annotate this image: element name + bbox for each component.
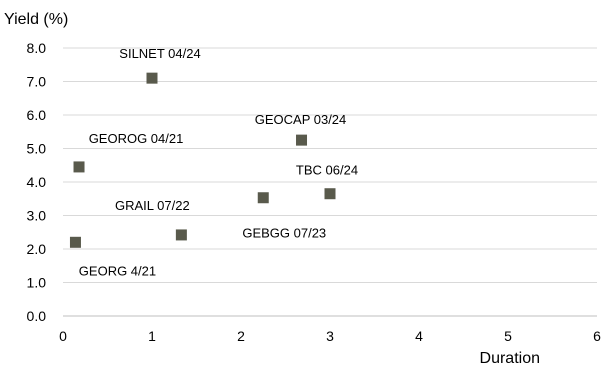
data-point-marker: [257, 192, 269, 204]
data-point-marker: [73, 161, 85, 173]
data-point-marker: [146, 72, 158, 84]
gridlines: [63, 47, 597, 317]
data-point-marker: [69, 236, 81, 248]
data-point-marker: [296, 134, 308, 146]
y-axis-title: Yield (%): [4, 11, 68, 28]
x-tick-label: 4: [415, 328, 423, 344]
x-tick-label: 6: [593, 328, 601, 344]
x-tick-label: 3: [326, 328, 334, 344]
y-tick-label: 5.0: [27, 141, 47, 157]
data-point-label: GEOCAP 03/24: [255, 112, 347, 127]
data-points: [69, 72, 336, 248]
point-labels: SILNET 04/24 GEOCAP 03/24 GEOROG 04/21 TBC …: [79, 46, 358, 278]
data-point-marker: [324, 188, 336, 200]
x-tick-label: 2: [237, 328, 245, 344]
data-point-marker: [175, 229, 187, 241]
y-tick-label: 2.0: [27, 241, 47, 257]
x-tick-label: 0: [59, 328, 67, 344]
y-tick-label: 8.0: [27, 40, 47, 56]
x-tick-label: 5: [504, 328, 512, 344]
y-tick-label: 7.0: [27, 74, 47, 90]
y-tick-label: 6.0: [27, 107, 47, 123]
y-tick-label: 0.0: [27, 308, 47, 324]
x-axis-title: Duration: [480, 350, 540, 367]
data-point-label: TBC 06/24: [296, 163, 358, 178]
y-tick-label: 1.0: [27, 275, 47, 291]
data-point-label: GEOROG 04/21: [89, 131, 184, 146]
data-point-label: GRAIL 07/22: [115, 198, 190, 213]
data-point-label: GEORG 4/21: [79, 263, 156, 278]
data-point-label: SILNET 04/24: [119, 46, 200, 61]
data-point-label: GEBGG 07/23: [242, 226, 326, 241]
x-tick-label: 1: [148, 328, 156, 344]
y-tick-label: 3.0: [27, 208, 47, 224]
tick-labels: 0.0 1.0 2.0 3.0 4.0 5.0 6.0 7.0 8.0 0 1 2 3 4 5 6: [27, 40, 602, 344]
y-tick-label: 4.0: [27, 174, 47, 190]
